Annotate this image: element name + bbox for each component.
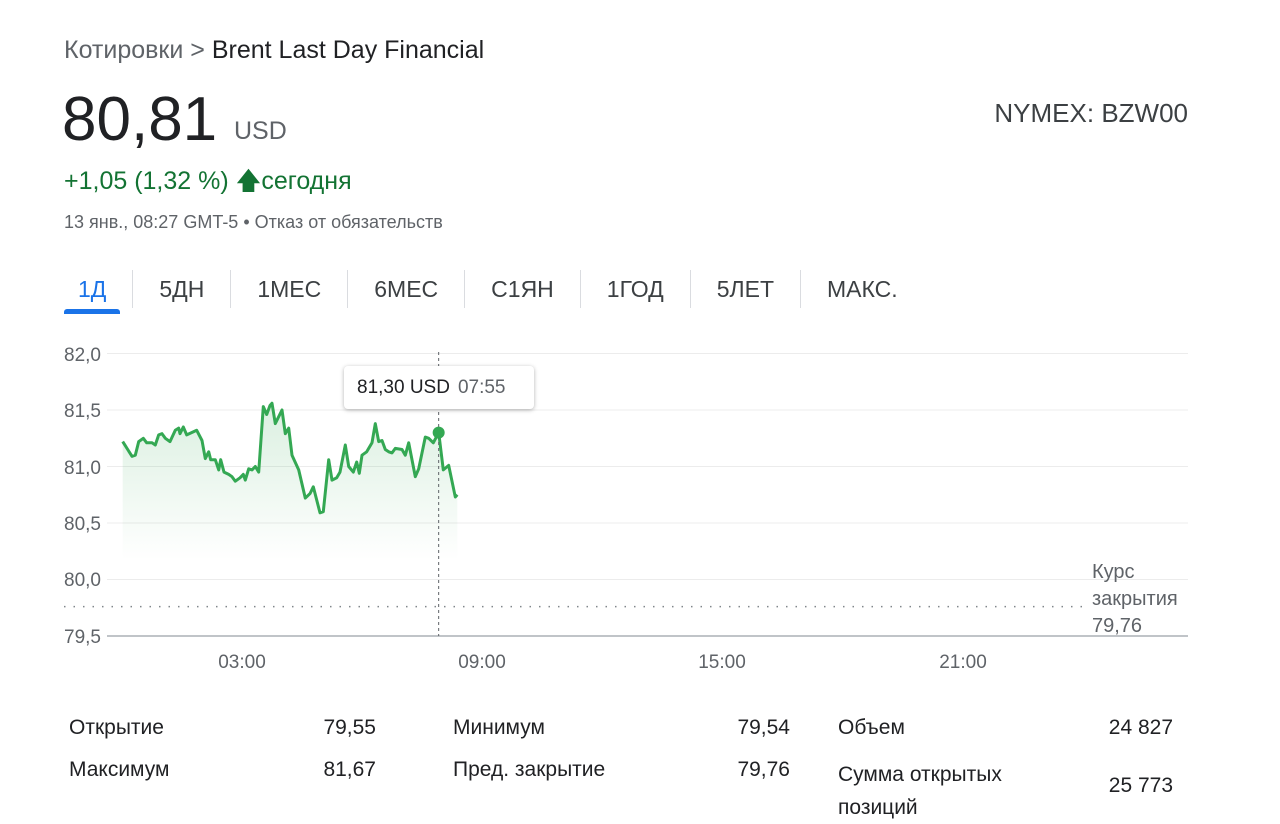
tab-5d[interactable]: 5ДН xyxy=(145,268,218,310)
tab-ytd[interactable]: С1ЯН xyxy=(477,268,568,310)
stat-value-volume: 24 827 xyxy=(1053,716,1173,740)
area-fill xyxy=(123,403,458,560)
divider xyxy=(690,270,691,308)
divider xyxy=(347,270,348,308)
current-price: 80,81 xyxy=(62,84,217,155)
stat-label-prev-close: Пред. закрытие xyxy=(453,758,605,782)
tab-5y[interactable]: 5ЛЕТ xyxy=(703,268,788,310)
stat-label-volume: Объем xyxy=(838,716,905,740)
chart-tooltip: 81,30 USD 07:55 xyxy=(344,366,534,409)
breadcrumb-separator: > xyxy=(190,36,205,64)
divider xyxy=(132,270,133,308)
breadcrumb: Котировки > Brent Last Day Financial xyxy=(64,36,484,65)
breadcrumb-current: Brent Last Day Financial xyxy=(212,36,484,64)
x-tick-label: 15:00 xyxy=(698,652,746,673)
stat-label-open-interest: Сумма открытых позиций xyxy=(838,758,1038,824)
range-tabs: 1Д 5ДН 1МЕС 6МЕС С1ЯН 1ГОД 5ЛЕТ МАКС. xyxy=(64,268,912,314)
stat-label-high: Максимум xyxy=(69,758,169,782)
highlight-point xyxy=(433,427,445,439)
breadcrumb-parent-link[interactable]: Котировки xyxy=(64,36,183,64)
disclaimer-link[interactable]: Отказ от обязательств xyxy=(255,212,443,232)
tab-6m[interactable]: 6МЕС xyxy=(360,268,452,310)
y-tick-label: 81,5 xyxy=(64,401,101,422)
tab-1m[interactable]: 1МЕС xyxy=(243,268,335,310)
divider xyxy=(800,270,801,308)
close-label-value: 79,76 xyxy=(1092,613,1192,640)
x-tick-label: 09:00 xyxy=(458,652,506,673)
y-tick-label: 82,0 xyxy=(64,345,101,366)
y-tick-label: 80,0 xyxy=(64,570,101,591)
price-chart[interactable]: 82,0 81,5 81,0 80,5 80,0 79,5 03:00 09:0… xyxy=(0,330,1280,690)
tooltip-time: 07:55 xyxy=(458,377,506,398)
stat-value-open-interest: 25 773 xyxy=(1053,774,1173,798)
stat-value-low: 79,54 xyxy=(670,716,790,740)
divider xyxy=(230,270,231,308)
close-label-line: Курс xyxy=(1092,559,1192,586)
y-tick-label: 80,5 xyxy=(64,514,101,535)
stat-label-open: Открытие xyxy=(69,716,164,740)
stat-value-high: 81,67 xyxy=(256,758,376,782)
x-tick-label: 03:00 xyxy=(218,652,266,673)
tooltip-value: 81,30 USD xyxy=(357,377,450,398)
x-tick-label: 21:00 xyxy=(939,652,987,673)
change-value: +1,05 (1,32 %) xyxy=(64,167,229,195)
close-label-line: закрытия xyxy=(1092,586,1192,613)
y-tick-label: 81,0 xyxy=(64,458,101,479)
y-tick-label: 79,5 xyxy=(64,627,101,648)
price-change: +1,05 (1,32 %) 🡅сегодня xyxy=(64,162,352,205)
previous-close-label: Курс закрытия 79,76 xyxy=(1092,559,1192,640)
exchange-ticker: NYMEX: BZW00 xyxy=(994,98,1188,129)
tab-max[interactable]: МАКС. xyxy=(813,268,912,310)
tab-1d[interactable]: 1Д xyxy=(64,268,120,310)
timestamp: 13 янв., 08:27 GMT-5 xyxy=(64,212,238,232)
divider xyxy=(464,270,465,308)
stat-value-prev-close: 79,76 xyxy=(670,758,790,782)
arrow-up-icon: 🡅 xyxy=(236,167,262,195)
stat-value-open: 79,55 xyxy=(256,716,376,740)
change-period: сегодня xyxy=(261,167,351,195)
quote-meta: 13 янв., 08:27 GMT-5 • Отказ от обязател… xyxy=(64,212,443,233)
currency: USD xyxy=(234,117,287,146)
tab-1y[interactable]: 1ГОД xyxy=(593,268,678,310)
stat-label-low: Минимум xyxy=(453,716,545,740)
divider xyxy=(580,270,581,308)
